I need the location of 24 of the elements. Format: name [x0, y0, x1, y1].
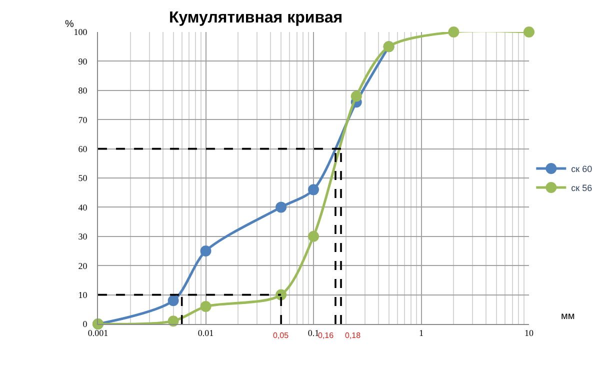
y-tick-label: 40	[78, 202, 88, 212]
x-tick-label: 0.1	[308, 328, 320, 338]
y-tick-label: 80	[78, 86, 88, 96]
y-tick-label: 20	[78, 260, 88, 271]
x-tick-label: 1	[419, 328, 424, 338]
x-tick-label: 10	[524, 328, 534, 338]
y-tick-label: 100	[74, 27, 88, 38]
legend-label: ск 60	[571, 164, 592, 174]
y-tick-label: 90	[78, 56, 88, 66]
x-tick-label: 0.001	[88, 328, 108, 338]
y-tick-label: 10	[78, 290, 88, 300]
x-axis-title: мм	[561, 311, 575, 322]
chart-title: Кумулятивная кривая	[168, 9, 343, 26]
legend-label: ск 56	[571, 183, 592, 194]
y-axis-title: %	[65, 19, 74, 30]
y-tick-label: 30	[78, 232, 88, 242]
y-tick-label: 60	[78, 144, 88, 154]
annotation: 0,05	[273, 331, 290, 340]
x-tick-label: 0.01	[198, 328, 214, 338]
y-tick-label: 50	[78, 173, 88, 184]
annotation: 0,18	[345, 331, 362, 340]
annotation: 0,16	[318, 331, 334, 340]
y-tick-label: 70	[78, 114, 88, 125]
y-tick-label: 0	[82, 319, 88, 330]
